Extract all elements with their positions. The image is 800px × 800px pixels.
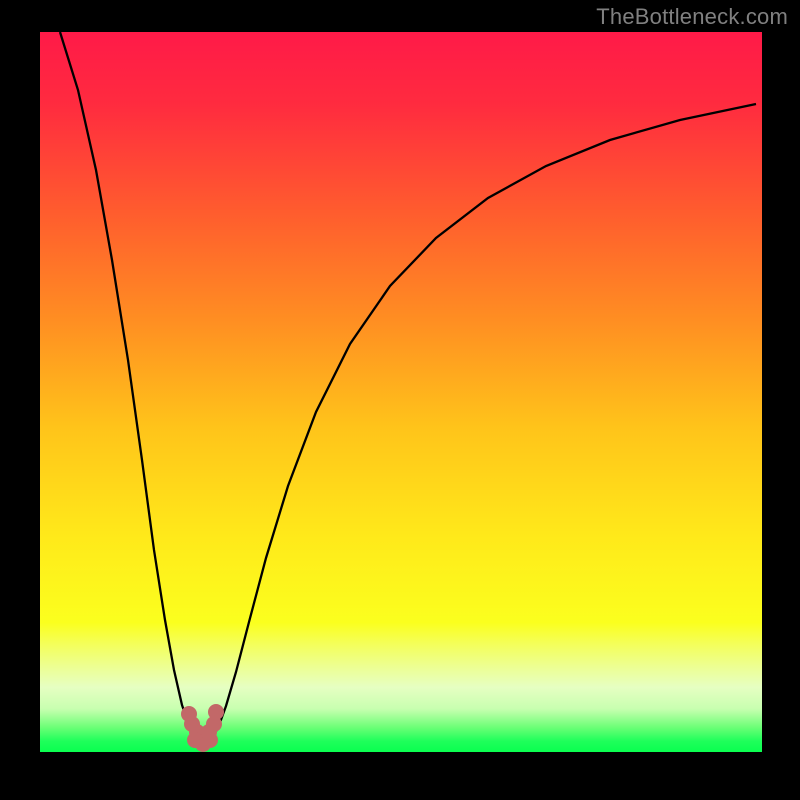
marker-dot bbox=[208, 704, 224, 720]
chart-svg bbox=[0, 0, 800, 800]
chart-stage: TheBottleneck.com bbox=[0, 0, 800, 800]
plot-background bbox=[40, 32, 762, 752]
watermark-text: TheBottleneck.com bbox=[596, 4, 788, 30]
